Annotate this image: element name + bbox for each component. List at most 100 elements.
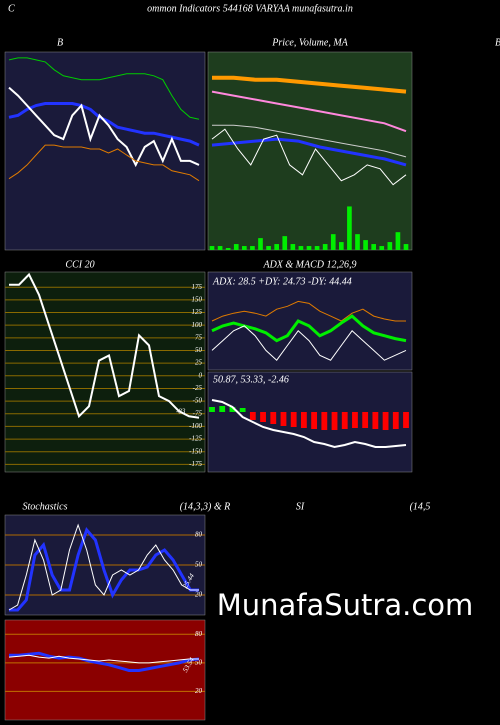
panel-title: B bbox=[57, 37, 63, 48]
y-tick-label: 50 bbox=[195, 561, 203, 569]
bar bbox=[352, 412, 358, 428]
y-tick-label: 125 bbox=[192, 308, 203, 316]
bar bbox=[239, 408, 246, 412]
panel bbox=[207, 371, 413, 473]
panel-title: Stochastics bbox=[23, 501, 68, 512]
bar bbox=[290, 244, 296, 250]
bar bbox=[355, 234, 360, 250]
y-tick-label: 0 bbox=[199, 371, 203, 379]
series-line bbox=[212, 124, 407, 158]
y-tick-label: 150 bbox=[192, 295, 203, 303]
y-tick-label: -75 bbox=[193, 409, 203, 417]
bar bbox=[372, 412, 379, 429]
series-line bbox=[9, 651, 200, 672]
bar bbox=[229, 407, 236, 412]
bar bbox=[339, 242, 344, 250]
bar bbox=[290, 412, 297, 427]
bar bbox=[322, 244, 328, 250]
series-line bbox=[8, 523, 199, 611]
bar bbox=[321, 412, 328, 430]
bar bbox=[331, 412, 338, 430]
panel bbox=[4, 619, 206, 721]
series-line bbox=[8, 57, 200, 120]
bar bbox=[306, 246, 312, 250]
y-tick-label: 80 bbox=[195, 531, 203, 539]
series-line bbox=[211, 137, 407, 167]
y-tick-label: 25 bbox=[195, 359, 203, 367]
series-line bbox=[211, 399, 407, 449]
panel-title: SI bbox=[296, 501, 305, 512]
header-left: C bbox=[8, 3, 15, 14]
series-line bbox=[9, 527, 199, 612]
panel-subtitle: (14,3,3) & R bbox=[180, 501, 231, 512]
series-line bbox=[8, 86, 200, 168]
bar bbox=[392, 412, 399, 429]
bar bbox=[314, 246, 320, 250]
panel-title: ADX & MACD 12,26,9 bbox=[262, 259, 356, 270]
value-annotation: -83 bbox=[176, 408, 186, 416]
bar bbox=[382, 412, 389, 430]
bar bbox=[225, 248, 231, 250]
series-line bbox=[211, 300, 406, 322]
bar bbox=[266, 246, 271, 250]
edge-label: B bbox=[495, 37, 500, 48]
bar bbox=[242, 246, 247, 250]
series-line bbox=[211, 128, 407, 186]
bar bbox=[300, 412, 307, 428]
y-tick-label: -125 bbox=[189, 435, 202, 443]
bar bbox=[387, 242, 393, 250]
bar bbox=[298, 246, 304, 250]
bar bbox=[280, 412, 287, 426]
y-tick-label: 20 bbox=[195, 591, 203, 599]
y-tick-label: -50 bbox=[193, 397, 203, 405]
series-line bbox=[211, 90, 407, 133]
bar bbox=[233, 244, 239, 250]
series-line bbox=[211, 325, 407, 361]
series-line bbox=[212, 75, 407, 94]
y-tick-label: 20 bbox=[195, 687, 203, 695]
bar bbox=[330, 234, 336, 250]
y-tick-label: 80 bbox=[195, 630, 203, 638]
y-tick-label: 100 bbox=[192, 321, 203, 329]
bar bbox=[274, 244, 279, 250]
bar bbox=[403, 412, 409, 428]
bar bbox=[347, 206, 352, 250]
bar bbox=[209, 246, 215, 250]
bar bbox=[341, 412, 348, 429]
bar bbox=[260, 412, 266, 422]
bar bbox=[209, 407, 215, 412]
series-line bbox=[8, 654, 199, 664]
y-tick-label: -150 bbox=[189, 447, 202, 455]
panel bbox=[4, 271, 206, 473]
panel-subtitle: 50.87, 53.33, -2.46 bbox=[213, 374, 289, 385]
y-tick-label: 50 bbox=[195, 658, 203, 666]
y-tick-label: -175 bbox=[189, 460, 202, 468]
y-tick-label: -25 bbox=[193, 384, 203, 392]
watermark: MunafaSutra.com bbox=[217, 588, 474, 622]
panel-subtitle: (14,5 bbox=[410, 501, 431, 512]
bar bbox=[363, 240, 368, 250]
y-tick-label: 50 bbox=[195, 346, 203, 354]
series-line bbox=[9, 272, 200, 419]
y-tick-label: 75 bbox=[195, 333, 203, 341]
panel bbox=[207, 51, 413, 251]
bar bbox=[258, 238, 263, 250]
bar bbox=[379, 246, 385, 250]
bar bbox=[217, 246, 223, 250]
bar bbox=[282, 236, 288, 250]
bar bbox=[249, 412, 256, 420]
panel-title: Price, Volume, MA bbox=[271, 37, 348, 48]
bar bbox=[362, 412, 369, 428]
bar bbox=[395, 232, 401, 250]
bar bbox=[270, 412, 277, 424]
bar bbox=[219, 406, 226, 412]
bar bbox=[371, 244, 376, 250]
bar bbox=[311, 412, 318, 429]
series-line bbox=[8, 144, 200, 182]
bar bbox=[403, 244, 409, 250]
header-title: ommon Indicators 544168 VARYAA munafasut… bbox=[147, 3, 353, 14]
y-tick-label: 175 bbox=[192, 283, 203, 291]
panel-title: CCI 20 bbox=[65, 259, 94, 270]
panel-subtitle: ADX: 28.5 +DY: 24.73 -DY: 44.44 bbox=[212, 276, 352, 287]
